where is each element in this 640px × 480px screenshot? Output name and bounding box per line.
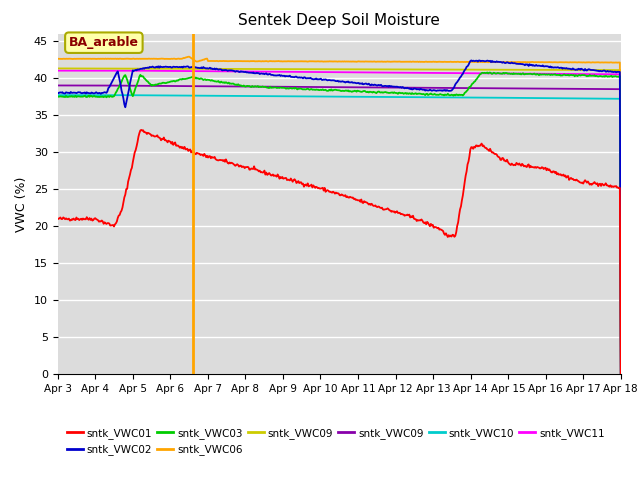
Legend: sntk_VWC01, sntk_VWC02, sntk_VWC03, sntk_VWC06, sntk_VWC09, sntk_VWC09, sntk_VWC: sntk_VWC01, sntk_VWC02, sntk_VWC03, sntk… — [63, 424, 609, 459]
Y-axis label: VWC (%): VWC (%) — [15, 176, 28, 232]
Title: Sentek Deep Soil Moisture: Sentek Deep Soil Moisture — [238, 13, 440, 28]
Text: BA_arable: BA_arable — [69, 36, 139, 49]
